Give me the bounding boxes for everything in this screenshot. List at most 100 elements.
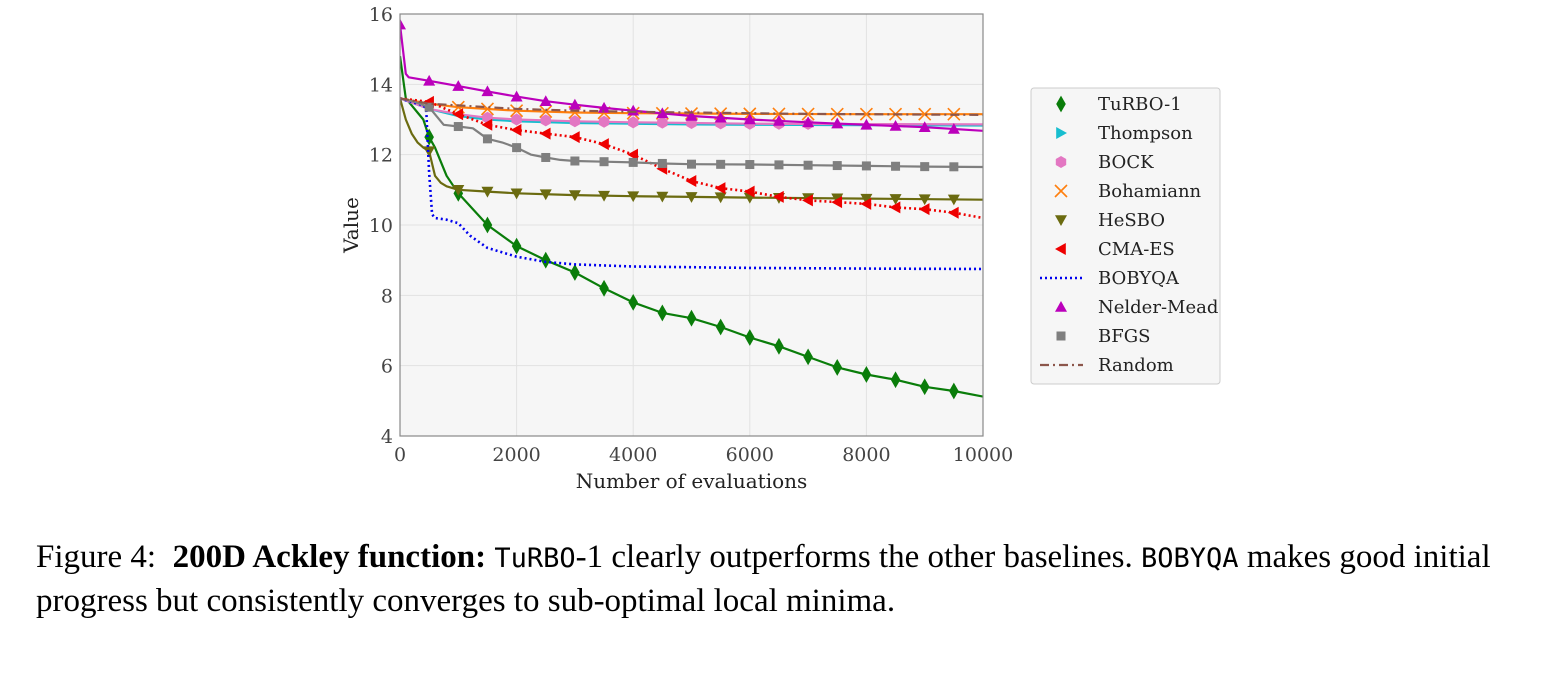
data-point-hesbo xyxy=(568,190,581,202)
legend-label-cma-es: CMA-ES xyxy=(1098,239,1175,260)
x-tick-label: 0 xyxy=(394,444,406,466)
data-point-cma-es xyxy=(568,131,580,144)
legend-entry-cma-es: CMA-ES xyxy=(1055,239,1175,260)
data-point-cma-es xyxy=(860,197,872,210)
data-point-nelder-mead xyxy=(947,122,960,134)
data-point-bohamiann xyxy=(859,107,873,121)
data-point-nelder-mead xyxy=(452,80,465,91)
legend-entry-thompson: Thompson xyxy=(1056,123,1193,144)
caption-label: Figure 4: xyxy=(36,539,157,575)
data-point-cma-es xyxy=(802,194,813,207)
data-point-bfgs xyxy=(628,157,638,167)
legend-marker-turbo-1 xyxy=(1056,95,1066,113)
y-tick-label: 8 xyxy=(381,285,393,307)
data-point-hesbo xyxy=(714,192,727,204)
data-point-nelder-mead xyxy=(510,90,523,102)
data-point-turbo-1 xyxy=(424,128,434,146)
data-point-cma-es xyxy=(918,203,930,216)
caption-method: TuRBO xyxy=(494,543,576,574)
data-point-turbo-1 xyxy=(570,264,580,281)
data-point-bock xyxy=(598,115,610,128)
grid xyxy=(399,13,984,437)
data-point-bfgs xyxy=(891,161,901,171)
data-point-turbo-1 xyxy=(949,382,959,400)
caption-text-1: clearly outperforms the other baselines. xyxy=(603,539,1142,575)
data-point-nelder-mead xyxy=(889,120,902,131)
data-point-turbo-1 xyxy=(861,366,872,383)
x-axis-label: Number of evaluations xyxy=(576,469,808,493)
data-point-turbo-1 xyxy=(745,329,755,346)
data-point-nelder-mead xyxy=(539,95,552,107)
data-point-bohamiann xyxy=(539,105,553,119)
data-point-bfgs xyxy=(453,122,463,132)
data-point-bfgs xyxy=(424,102,434,112)
data-point-bfgs xyxy=(541,152,551,162)
y-tick-label: 10 xyxy=(369,215,393,237)
data-point-cma-es xyxy=(481,118,493,131)
legend-marker-bohamiann xyxy=(1054,184,1068,198)
legend-marker-hesbo xyxy=(1055,215,1067,226)
y-tick-label: 14 xyxy=(369,74,393,96)
data-point-hesbo xyxy=(627,191,640,203)
data-point-bfgs xyxy=(920,162,930,172)
legend-label-hesbo: HeSBO xyxy=(1098,210,1165,231)
x-tick-label: 10000 xyxy=(953,444,1013,466)
data-point-bock xyxy=(540,114,551,127)
data-point-nelder-mead xyxy=(481,85,494,97)
data-point-cma-es xyxy=(831,196,843,209)
data-point-bfgs xyxy=(482,134,492,144)
data-point-bfgs xyxy=(599,157,609,167)
data-point-hesbo xyxy=(598,190,611,202)
series-nelder-mead xyxy=(400,18,983,134)
data-point-hesbo xyxy=(918,194,931,206)
data-point-turbo-1 xyxy=(511,237,522,255)
data-point-cma-es xyxy=(772,190,784,203)
data-point-turbo-1 xyxy=(832,359,843,376)
legend-label-random: Random xyxy=(1098,355,1174,376)
data-point-nelder-mead xyxy=(598,101,611,113)
series-random xyxy=(400,97,983,116)
legend-label-bobyqa: BOBYQA xyxy=(1098,268,1180,289)
legend: TuRBO-1 Thompson BOCK Bohamiann HeSBO CMA-ES B… xyxy=(1030,87,1221,385)
legend-label-thompson: Thompson xyxy=(1098,123,1193,144)
figure-caption: Figure 4: 200D Ackley function: TuRBO-1 … xyxy=(36,536,1536,622)
legend-label-nelder-mead: Nelder-Mead xyxy=(1098,297,1218,318)
caption-text-2: makes good initial progress but consiste… xyxy=(36,539,1491,619)
data-point-cma-es xyxy=(743,185,755,198)
legend-marker-bfgs xyxy=(1056,331,1066,341)
caption-method-suffix: -1 xyxy=(575,539,604,575)
data-point-cma-es xyxy=(452,108,464,121)
data-point-bfgs xyxy=(774,160,784,170)
y-tick-label: 4 xyxy=(381,426,393,448)
data-point-nelder-mead xyxy=(568,98,581,110)
data-point-bock xyxy=(657,116,668,129)
data-point-bohamiann xyxy=(918,107,932,121)
data-point-cma-es xyxy=(510,124,522,137)
legend-label-bohamiann: Bohamiann xyxy=(1098,181,1202,202)
data-point-hesbo xyxy=(481,186,494,198)
data-point-bfgs xyxy=(832,161,842,171)
data-point-bohamiann xyxy=(480,102,495,116)
legend-entry-bohamiann: Bohamiann xyxy=(1054,181,1202,202)
data-point-hesbo xyxy=(452,185,465,196)
data-point-hesbo xyxy=(860,193,873,205)
legend-entry-bock: BOCK xyxy=(1055,152,1154,173)
data-point-nelder-mead xyxy=(400,18,406,30)
data-point-nelder-mead xyxy=(772,114,785,126)
data-point-cma-es xyxy=(714,182,726,195)
x-tick-label: 4000 xyxy=(609,444,657,466)
caption-baseline: BOBYQA xyxy=(1141,543,1239,574)
x-tick-label: 2000 xyxy=(492,444,540,466)
data-point-bfgs xyxy=(861,161,871,171)
y-tick-label: 6 xyxy=(381,356,393,378)
data-point-hesbo xyxy=(539,189,552,201)
chart: 0 2000 4000 6000 8000 10000 4 6 8 10 12 14 16 Number… xyxy=(339,4,1221,493)
data-point-bohamiann xyxy=(510,104,524,118)
data-point-nelder-mead xyxy=(685,109,698,121)
x-tick-label: 8000 xyxy=(842,444,890,466)
legend-label-bfgs: BFGS xyxy=(1098,326,1150,347)
data-point-hesbo xyxy=(656,191,669,203)
series-line-nelder-mead xyxy=(400,24,983,132)
data-point-bock xyxy=(511,113,522,126)
data-point-bock xyxy=(628,116,639,129)
